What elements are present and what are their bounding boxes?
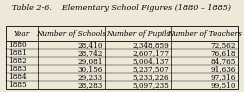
Text: 1883: 1883 bbox=[8, 65, 27, 73]
Text: 84,765: 84,765 bbox=[211, 57, 236, 65]
Text: 5,233,226: 5,233,226 bbox=[133, 73, 169, 81]
Text: 97,316: 97,316 bbox=[211, 73, 236, 81]
Text: 29,081: 29,081 bbox=[77, 57, 103, 65]
Text: 28,742: 28,742 bbox=[77, 49, 103, 57]
Text: 1880: 1880 bbox=[8, 41, 27, 49]
Text: 1884: 1884 bbox=[8, 73, 27, 81]
Text: 5,004,137: 5,004,137 bbox=[132, 57, 169, 65]
Text: Table 2-6.    Elementary School Figures (1880 – 1885): Table 2-6. Elementary School Figures (18… bbox=[12, 4, 232, 12]
Text: Number of Schools: Number of Schools bbox=[36, 30, 107, 38]
Text: 76,618: 76,618 bbox=[210, 49, 236, 57]
Text: 91,636: 91,636 bbox=[211, 65, 236, 73]
Text: 1885: 1885 bbox=[8, 81, 27, 89]
Text: 99,510: 99,510 bbox=[210, 81, 236, 89]
Text: 28,410: 28,410 bbox=[77, 41, 103, 49]
Text: Number of Teachers: Number of Teachers bbox=[167, 30, 242, 38]
Text: 5,237,507: 5,237,507 bbox=[133, 65, 169, 73]
Text: Year: Year bbox=[14, 30, 30, 38]
Text: 1882: 1882 bbox=[8, 57, 27, 65]
Text: 5,097,235: 5,097,235 bbox=[133, 81, 169, 89]
Text: 29,233: 29,233 bbox=[78, 73, 103, 81]
Text: 28,283: 28,283 bbox=[78, 81, 103, 89]
Text: 1881: 1881 bbox=[8, 49, 27, 57]
Text: 72,562: 72,562 bbox=[211, 41, 236, 49]
Text: 2,607,177: 2,607,177 bbox=[132, 49, 169, 57]
Text: Number of Pupils: Number of Pupils bbox=[106, 30, 170, 38]
Text: 2,348,859: 2,348,859 bbox=[133, 41, 169, 49]
Text: 30,156: 30,156 bbox=[77, 65, 103, 73]
